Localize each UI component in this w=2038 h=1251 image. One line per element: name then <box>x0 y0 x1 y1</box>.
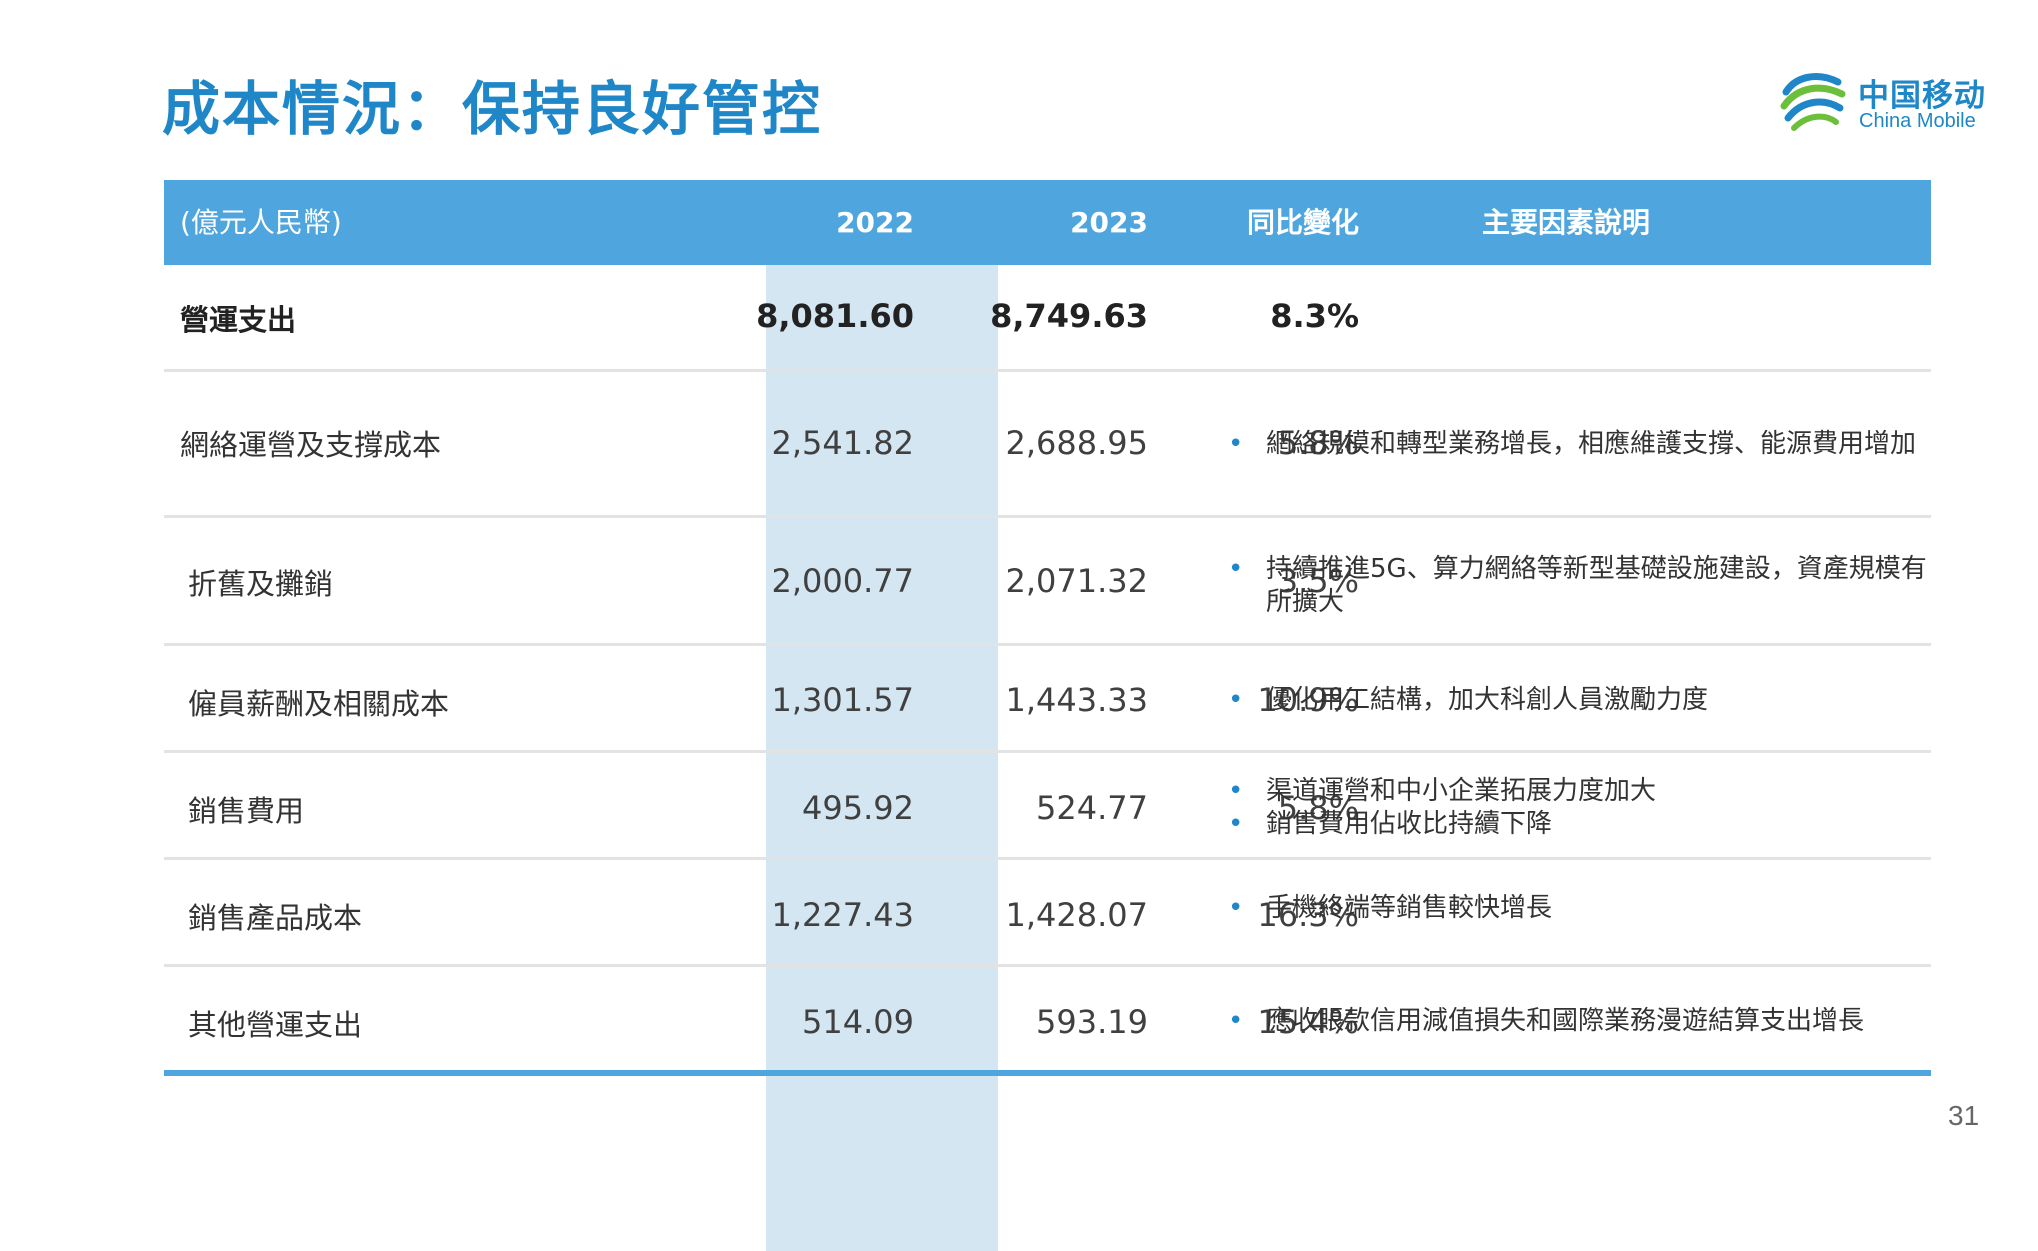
china-mobile-logo-icon <box>1780 73 1846 131</box>
factor-item: • 網絡規模和轉型業務增長，相應維護支撐、能源費用增加 <box>1228 428 1928 461</box>
factor-text: 優化用工結構，加大科創人員激勵力度 <box>1266 685 1709 715</box>
factor-item: • 持續推進5G、算力網絡等新型基礎設施建設，資產規模有 所擴大 <box>1228 553 1928 619</box>
value-2022: 1,227.43 <box>771 896 915 934</box>
table-row: 網絡運營及支撐成本 2,541.82 2,688.95 5.8% • 網絡規模和轉… <box>164 372 1931 518</box>
bullet-icon: • <box>1228 776 1244 806</box>
logo-name-cn: 中国移动 <box>1858 78 1986 114</box>
factor-text: 渠道運營和中小企業拓展力度加大 <box>1266 776 1657 806</box>
value-2023: 8,749.63 <box>990 297 1148 335</box>
factor-list: • 應收賬款信用減值損失和國際業務漫遊結算支出增長 <box>1228 1005 1928 1038</box>
table-row: 僱員薪酬及相關成本 1,301.57 1,443.33 10.9% • 優化用工結… <box>164 646 1931 753</box>
value-yoy: 16.3% <box>1257 896 1359 934</box>
row-label: 銷售產品成本 <box>188 901 363 935</box>
value-2023: 2,688.95 <box>1005 424 1149 462</box>
bullet-icon: • <box>1228 893 1244 923</box>
logo-name-en: China Mobile <box>1859 110 1976 132</box>
value-2023: 1,443.33 <box>1005 681 1149 719</box>
value-yoy: 10.9% <box>1257 681 1359 719</box>
value-yoy: 15.4% <box>1257 1003 1359 1041</box>
factor-list: • 手機終端等銷售較快增長 <box>1228 892 1928 925</box>
row-label: 網絡運營及支撐成本 <box>180 428 442 462</box>
factor-item: • 優化用工結構，加大科創人員激勵力度 <box>1228 684 1928 717</box>
table-row: 銷售產品成本 1,227.43 1,428.07 16.3% • 手機終端等銷售較… <box>164 860 1931 967</box>
header-unit: (億元人民幣) <box>180 206 342 239</box>
value-yoy: 5.8% <box>1277 789 1359 827</box>
value-yoy: 3.5% <box>1277 562 1359 600</box>
factor-item: • 手機終端等銷售較快增長 <box>1228 892 1928 925</box>
header-factors: 主要因素說明 <box>1482 206 1651 239</box>
row-label: 其他營運支出 <box>188 1008 363 1042</box>
bullet-icon: • <box>1228 1006 1244 1036</box>
factor-text: 手機終端等銷售較快增長 <box>1266 893 1553 923</box>
factor-list: • 優化用工結構，加大科創人員激勵力度 <box>1228 684 1928 717</box>
page-number: 31 <box>1948 1100 1980 1131</box>
factor-text: 持續推進5G、算力網絡等新型基礎設施建設，資產規模有 <box>1266 554 1927 584</box>
value-2022: 495.92 <box>802 789 914 827</box>
factor-item: • 渠道運營和中小企業拓展力度加大 <box>1228 775 1928 808</box>
bullet-icon: • <box>1228 809 1244 839</box>
row-label: 銷售費用 <box>188 794 305 828</box>
header-2023: 2023 <box>1070 206 1148 239</box>
table-row: 折舊及攤銷 2,000.77 2,071.32 3.5% • 持續推進5G、算力網… <box>164 518 1931 646</box>
factor-text: 網絡規模和轉型業務增長，相應維護支撐、能源費用增加 <box>1266 429 1917 459</box>
value-2023: 524.77 <box>1036 789 1148 827</box>
header-yoy: 同比變化 <box>1246 206 1359 239</box>
table-row: 銷售費用 495.92 524.77 5.8% • 渠道運營和中小企業拓展力度加大… <box>164 753 1931 860</box>
row-label: 僱員薪酬及相關成本 <box>188 687 450 721</box>
bullet-icon: • <box>1228 685 1244 715</box>
china-mobile-logo: 中国移动 China Mobile <box>1780 66 1990 136</box>
header-2022: 2022 <box>836 206 914 239</box>
value-2022: 2,541.82 <box>771 424 915 462</box>
factor-list: • 網絡規模和轉型業務增長，相應維護支撐、能源費用增加 <box>1228 428 1928 461</box>
value-yoy: 8.3% <box>1270 297 1359 335</box>
factor-text-continued: 所擴大 <box>1266 587 1345 617</box>
table-row: 其他營運支出 514.09 593.19 15.4% • 應收賬款信用減值損失和國… <box>164 967 1931 1070</box>
factor-text: 應收賬款信用減值損失和國際業務漫遊結算支出增長 <box>1266 1006 1865 1036</box>
value-yoy: 5.8% <box>1277 424 1359 462</box>
value-2023: 593.19 <box>1036 1003 1148 1041</box>
factor-item: • 應收賬款信用減值損失和國際業務漫遊結算支出增長 <box>1228 1005 1928 1038</box>
factor-item: • 銷售費用佔收比持續下降 <box>1228 808 1928 841</box>
slide-title: 成本情況：保持良好管控 <box>162 75 823 143</box>
factor-list: • 持續推進5G、算力網絡等新型基礎設施建設，資產規模有 所擴大 <box>1228 553 1928 619</box>
bullet-icon: • <box>1228 554 1244 584</box>
value-2022: 2,000.77 <box>771 562 915 600</box>
table-row: 營運支出 8,081.60 8,749.63 8.3% <box>164 265 1931 372</box>
value-2022: 8,081.60 <box>756 297 914 335</box>
table-header: (億元人民幣) 2022 2023 同比變化 主要因素說明 <box>164 180 1931 265</box>
row-label: 營運支出 <box>180 303 297 337</box>
highlight-2023-column <box>766 265 998 1251</box>
value-2022: 1,301.57 <box>771 681 915 719</box>
table-bottom-rule <box>164 1070 1931 1076</box>
bullet-icon: • <box>1228 429 1244 459</box>
factor-list: • 渠道運營和中小企業拓展力度加大 • 銷售費用佔收比持續下降 <box>1228 775 1928 841</box>
factor-text: 銷售費用佔收比持續下降 <box>1266 809 1553 839</box>
value-2022: 514.09 <box>802 1003 914 1041</box>
value-2023: 1,428.07 <box>1005 896 1149 934</box>
value-2023: 2,071.32 <box>1005 562 1149 600</box>
row-label: 折舊及攤銷 <box>188 567 334 601</box>
